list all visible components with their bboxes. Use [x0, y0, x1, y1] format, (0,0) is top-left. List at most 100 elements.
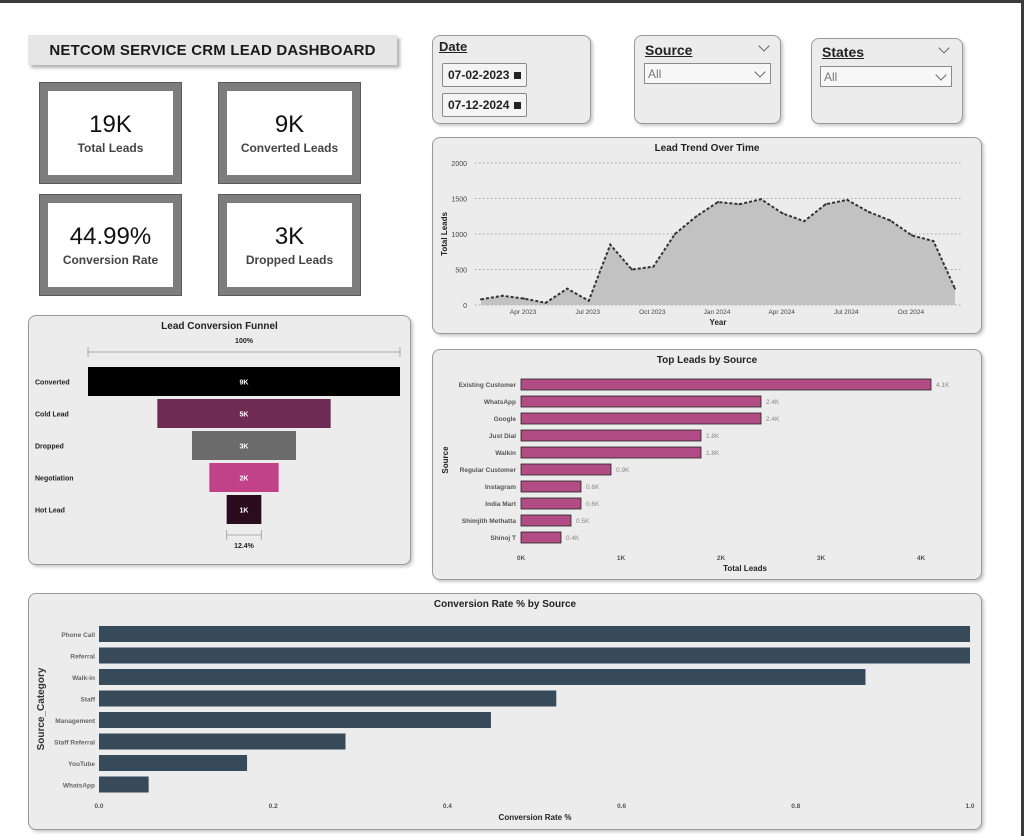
states-slicer[interactable]: States All: [811, 38, 963, 124]
conversion-bar[interactable]: [99, 626, 970, 642]
source-bar[interactable]: [520, 378, 932, 391]
chevron-down-icon: [754, 66, 766, 78]
x-tick-label: 0K: [517, 555, 526, 562]
conversion-bar[interactable]: [99, 690, 557, 707]
conversion-bar[interactable]: [99, 755, 248, 771]
source-slicer[interactable]: Source All: [634, 35, 781, 124]
chevron-down-icon[interactable]: [938, 42, 950, 54]
source-dropdown[interactable]: All: [644, 63, 771, 84]
source-bar[interactable]: [520, 395, 762, 408]
source-bar[interactable]: [520, 446, 702, 459]
kpi-label: Total Leads: [77, 141, 144, 155]
source-category-label: Shimjith Methatta: [462, 518, 517, 525]
funnel-category-label: Hot Lead: [35, 508, 65, 515]
source-bar[interactable]: [520, 429, 702, 442]
conversion-rate-by-source-chart[interactable]: Conversion Rate % by Source Phone Call Re…: [28, 593, 982, 830]
kpi-value: 9K: [274, 111, 305, 138]
chart-title: Lead Trend Over Time: [654, 143, 760, 154]
trend-point[interactable]: [695, 215, 698, 218]
trend-point[interactable]: [501, 294, 504, 297]
conversion-bar[interactable]: [99, 733, 346, 750]
funnel-bar[interactable]: [88, 367, 400, 396]
source-bar[interactable]: [520, 531, 562, 544]
funnel-bar[interactable]: [192, 431, 296, 460]
funnel-bottom-label: 12.4%: [234, 543, 255, 550]
conversion-bar[interactable]: [99, 712, 491, 728]
y-tick-label: 500: [455, 268, 467, 275]
trend-point[interactable]: [824, 203, 827, 206]
trend-point[interactable]: [630, 268, 633, 271]
conversion-bar[interactable]: [99, 669, 866, 685]
trend-point[interactable]: [910, 234, 913, 237]
trend-point[interactable]: [760, 198, 763, 201]
kpi-card-conversion-rate[interactable]: 44.99% Conversion Rate: [39, 194, 182, 296]
start-date-input[interactable]: 07-02-2023: [442, 63, 527, 87]
funnel-category-label: Converted: [35, 380, 70, 387]
funnel-bar[interactable]: [209, 463, 279, 492]
kpi-card-total-leads[interactable]: 19K Total Leads: [39, 82, 182, 184]
conversion-category-label: Phone Call: [61, 632, 95, 639]
date-slicer[interactable]: Date 07-02-2023 07-12-2024: [432, 35, 591, 124]
chart-title: Top Leads by Source: [656, 355, 758, 366]
source-bar[interactable]: [520, 480, 582, 493]
funnel-category-label: Cold Lead: [35, 412, 69, 419]
trend-point[interactable]: [867, 210, 870, 213]
dashboard-title: NETCOM SERVICE CRM LEAD DASHBOARD: [28, 35, 397, 65]
source-dropdown-value: All: [648, 66, 662, 81]
trend-point[interactable]: [566, 287, 569, 290]
trend-point[interactable]: [717, 201, 719, 204]
x-tick-label: 1K: [617, 555, 626, 562]
funnel-category-label: Negotiation: [35, 476, 74, 483]
funnel-data-label: 2K: [240, 476, 249, 483]
states-dropdown-value: All: [824, 69, 838, 84]
trend-point[interactable]: [544, 301, 547, 304]
funnel-bar[interactable]: [157, 399, 331, 428]
window-right-border: [1021, 0, 1024, 836]
states-dropdown[interactable]: All: [820, 66, 952, 87]
kpi-card-dropped-leads[interactable]: 3K Dropped Leads: [218, 194, 361, 296]
trend-point[interactable]: [803, 220, 806, 223]
x-axis-label: Conversion Rate %: [499, 813, 572, 822]
trend-point[interactable]: [846, 198, 849, 201]
top-leads-by-source-chart[interactable]: Top Leads by Source Existing Customer 4.1…: [432, 349, 982, 580]
window-top-border: [0, 0, 1024, 3]
trend-point[interactable]: [609, 243, 612, 246]
source-bar[interactable]: [520, 412, 762, 425]
x-tick-label: Oct 2023: [639, 309, 666, 316]
chevron-down-icon[interactable]: [758, 40, 770, 52]
x-tick-label: Jul 2023: [575, 309, 600, 316]
conversion-bar[interactable]: [99, 776, 149, 793]
kpi-card-converted-leads[interactable]: 9K Converted Leads: [218, 82, 361, 184]
funnel-bar[interactable]: [226, 495, 262, 524]
lead-conversion-funnel[interactable]: Lead Conversion Funnel 100% 9K Converted 5K…: [28, 315, 411, 565]
source-bar[interactable]: [520, 463, 612, 476]
lead-trend-plot: 0 500 1000 1500 2000 Apr 2023 Jul 2023 Oct 2023…: [440, 161, 961, 327]
trend-area: [481, 199, 955, 305]
trend-point[interactable]: [523, 297, 526, 300]
trend-point[interactable]: [889, 219, 892, 222]
kpi-label: Conversion Rate: [62, 253, 159, 267]
trend-point[interactable]: [480, 298, 482, 301]
source-data-label: 1.8K: [706, 433, 720, 440]
source-data-label: 4.1K: [936, 382, 950, 389]
lead-trend-chart[interactable]: Lead Trend Over Time 0 500 1000 1500 2000 Apr…: [432, 137, 982, 334]
calendar-icon[interactable]: [514, 102, 521, 109]
trend-point[interactable]: [781, 212, 784, 215]
end-date-input[interactable]: 07-12-2024: [442, 93, 527, 117]
trend-point[interactable]: [673, 233, 676, 235]
x-tick-label: 0.8: [791, 803, 800, 810]
x-tick-label: Apr 2023: [510, 309, 537, 316]
trend-point[interactable]: [738, 203, 741, 206]
calendar-icon[interactable]: [514, 72, 521, 79]
trend-point[interactable]: [932, 240, 935, 243]
conversion-category-label: WhatsApp: [63, 783, 95, 790]
kpi-value: 44.99%: [69, 223, 152, 250]
trend-point[interactable]: [954, 287, 956, 290]
x-axis-label: Year: [710, 318, 727, 327]
trend-point[interactable]: [652, 265, 655, 268]
conversion-bar[interactable]: [99, 647, 970, 664]
funnel-plot: 100% 9K Converted 5K Cold Lead 3K Dropped 2K Neg…: [35, 338, 401, 550]
source-bar[interactable]: [520, 514, 572, 527]
trend-point[interactable]: [587, 299, 590, 302]
source-bar[interactable]: [520, 497, 582, 510]
